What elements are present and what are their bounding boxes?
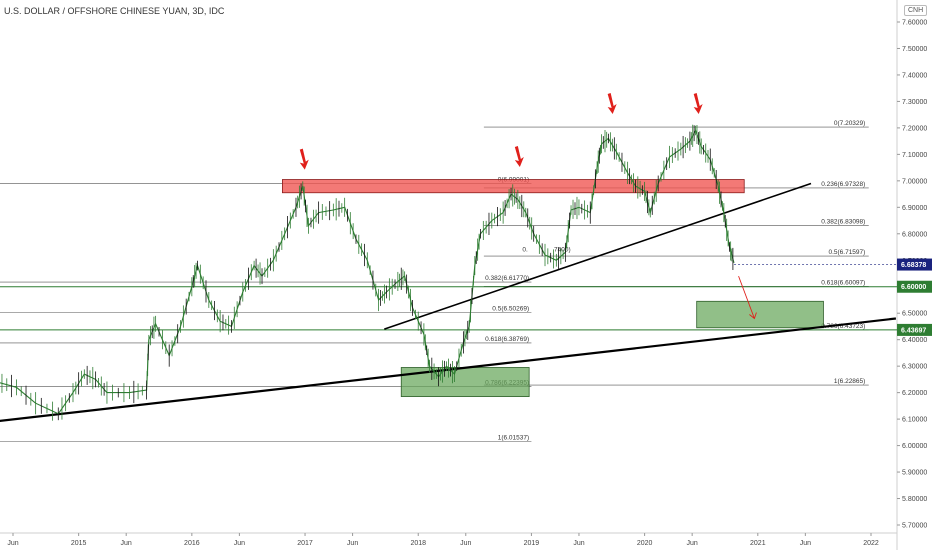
red-arrow-marker [693, 93, 703, 115]
x-tick-label: Jun [687, 540, 698, 547]
y-tick-label: 6.30000 [902, 364, 927, 371]
x-tick-label: 2017 [297, 540, 313, 547]
x-tick-label: Jun [460, 540, 471, 547]
y-tick-label: 6.90000 [902, 205, 927, 212]
y-tick-label: 7.60000 [902, 20, 927, 27]
y-tick-label: 6.50000 [902, 311, 927, 318]
fib-level-label: 0.618(6.38769) [485, 336, 529, 343]
y-tick-label: 6.10000 [902, 417, 927, 424]
fib-level-label: 1(6.01537) [498, 435, 529, 442]
x-tick-label: 2021 [750, 540, 766, 547]
fib-level-label: 0.5(6.71597) [828, 249, 865, 256]
y-tick-label: 5.90000 [902, 470, 927, 477]
fib-level-label: 0.5(6.50269) [492, 305, 529, 312]
y-tick-label: 6.00000 [902, 443, 927, 450]
current-price-tag-label: 6.68378 [901, 262, 926, 269]
x-tick-label: Jun [234, 540, 245, 547]
target-zone [696, 300, 824, 329]
fib-level-label: 0.786(6.43723) [821, 323, 865, 330]
x-tick-label: 2020 [637, 540, 653, 547]
x-tick-label: Jun [7, 540, 18, 547]
y-tick-label: 7.20000 [902, 125, 927, 132]
chart-title: U.S. DOLLAR / OFFSHORE CHINESE YUAN, 3D,… [4, 6, 225, 16]
currency-badge: CNH [904, 5, 928, 16]
key-level-tag [897, 280, 932, 293]
x-tick-label: Jun [573, 540, 584, 547]
x-tick-label: Jun [800, 540, 811, 547]
price-line [0, 129, 735, 415]
projection-arrow-line [738, 275, 755, 319]
red-arrow-marker [299, 148, 309, 170]
x-tick-label: 2019 [524, 540, 540, 547]
x-tick-label: 2022 [863, 540, 879, 547]
resistance-zone [281, 179, 745, 194]
x-tick-label: 2018 [410, 540, 426, 547]
fib-level-label: 0(7.20329) [834, 120, 865, 127]
y-tick-label: 6.40000 [902, 337, 927, 344]
fib-level-label: 0.382(6.61770) [485, 275, 529, 282]
trendline [0, 317, 897, 423]
x-tick-label: 2016 [184, 540, 200, 547]
fib-level-label: 0.618(6.60097) [821, 279, 865, 286]
x-tick-label: Jun [121, 540, 132, 547]
red-arrow-marker [514, 145, 524, 167]
fib-partial-label: 7400) [554, 247, 571, 254]
current-price-tag [897, 258, 932, 271]
y-tick-label: 7.10000 [902, 152, 927, 159]
y-tick-label: 5.70000 [902, 523, 927, 530]
trendline [384, 182, 812, 330]
fib-level-label: 1(6.22865) [834, 378, 865, 385]
y-tick-label: 6.80000 [902, 231, 927, 238]
y-tick-label: 5.80000 [902, 496, 927, 503]
fib-partial-label: 0. [522, 247, 528, 254]
key-level-tag-label: 6.60000 [901, 284, 926, 291]
red-arrow-marker [607, 93, 617, 115]
y-tick-label: 7.40000 [902, 72, 927, 79]
y-tick-label: 7.00000 [902, 178, 927, 185]
key-level-tag-label: 6.43697 [901, 327, 926, 334]
y-tick-label: 7.50000 [902, 46, 927, 53]
y-tick-label: 7.30000 [902, 99, 927, 106]
x-tick-label: 2015 [71, 540, 87, 547]
y-tick-label: 6.20000 [902, 390, 927, 397]
fib-level-label: 0.236(6.97328) [821, 181, 865, 188]
projection-arrow-head [749, 312, 757, 320]
fib-level-label: 0.382(6.83098) [821, 219, 865, 226]
x-tick-label: Jun [347, 540, 358, 547]
key-level-tag [897, 323, 932, 336]
